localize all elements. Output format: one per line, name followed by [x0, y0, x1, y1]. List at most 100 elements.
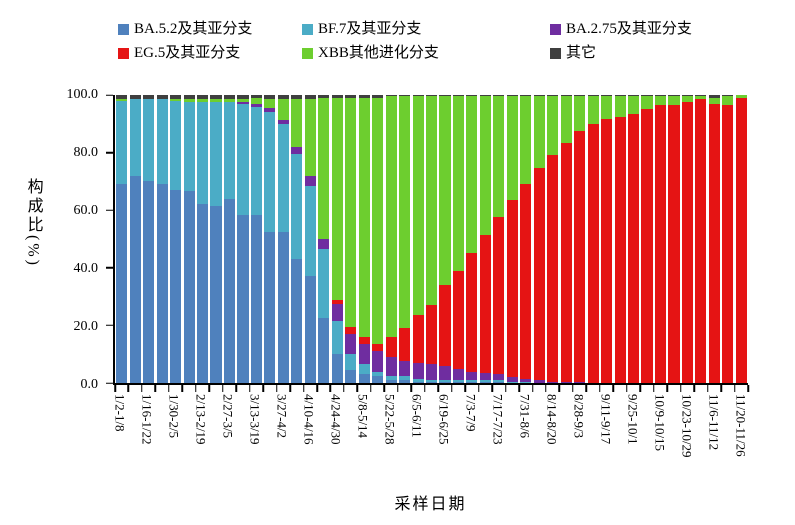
- bar-segment: [533, 380, 545, 383]
- x-tick: [221, 385, 224, 392]
- x-tick: [558, 385, 561, 392]
- bar-segment: [318, 249, 330, 319]
- bar-segment: [331, 299, 343, 304]
- x-tick: [477, 385, 480, 392]
- bar-segment: [345, 97, 357, 327]
- bar-segment: [493, 374, 505, 381]
- bar-segment: [425, 95, 438, 97]
- bar-segment: [250, 95, 262, 98]
- bar: [304, 95, 316, 383]
- legend-item: 其它: [550, 46, 692, 61]
- bar-segment: [237, 103, 249, 215]
- bar-segment: [412, 378, 424, 382]
- bar-segment: [641, 96, 653, 110]
- x-axis-label: 10/9-10/15: [652, 394, 668, 452]
- bar-segment: [452, 270, 464, 369]
- bar-segment: [318, 239, 330, 250]
- bar-segment: [412, 362, 424, 379]
- bar-segment: [681, 102, 693, 383]
- bar: [331, 95, 343, 383]
- bar: [533, 95, 545, 383]
- bar-segment: [439, 95, 451, 97]
- x-tick: [397, 385, 399, 392]
- bar: [291, 95, 303, 383]
- bar-segment: [291, 95, 303, 100]
- legend-label: EG.5及其亚分支: [134, 45, 241, 61]
- bar-segment: [681, 96, 693, 103]
- bar: [183, 95, 195, 383]
- x-tick: [720, 385, 722, 392]
- bar-segment: [452, 381, 464, 383]
- bar: [345, 95, 357, 383]
- bar-segment: [722, 105, 734, 383]
- legend-label: XBB其他进化分支: [318, 45, 439, 61]
- bar: [479, 95, 491, 383]
- bar-segment: [399, 95, 411, 97]
- bar-segment: [210, 95, 222, 100]
- bar: [654, 95, 667, 383]
- bar: [156, 95, 168, 383]
- x-tick: [302, 385, 305, 392]
- x-labels: 1/2-1/8 1/16-1/22 1/30-2/5 2/13-2/19 2/27-3/…: [112, 394, 748, 486]
- bar-segment: [520, 381, 532, 383]
- x-tick: [289, 385, 291, 392]
- bar-segment: [129, 99, 141, 176]
- y-tick: [106, 151, 113, 154]
- bar: [277, 95, 289, 383]
- bar-segment: [574, 131, 586, 382]
- x-tick: [424, 385, 426, 392]
- x-axis-label: 3/27-4/2: [274, 394, 290, 439]
- bar-segment: [466, 253, 478, 372]
- bar-segment: [223, 99, 236, 103]
- bar-segment: [452, 96, 464, 271]
- bar-segment: [277, 119, 289, 124]
- bar: [372, 95, 384, 383]
- bar-segment: [399, 361, 411, 376]
- legend: BA.5.2及其亚分支 BF.7及其亚分支 BA.2.75及其亚分支 EG.5及其亚分…: [118, 22, 692, 61]
- bar-segment: [479, 95, 491, 97]
- bar-segment: [264, 99, 276, 108]
- bar-segment: [466, 96, 478, 254]
- bar-segment: [681, 95, 693, 97]
- bar-segment: [183, 95, 195, 100]
- bar-segment: [439, 365, 451, 381]
- bar: [439, 95, 451, 383]
- bar-segment: [197, 204, 209, 383]
- bar-segment: [493, 381, 505, 383]
- x-tick: [437, 385, 439, 392]
- x-tick: [612, 385, 615, 392]
- bar-segment: [277, 99, 289, 120]
- bar-segment: [304, 175, 316, 186]
- bar-segment: [372, 95, 384, 98]
- x-axis-label: 8/14-8/20: [544, 394, 560, 445]
- y-labels: 0.0 20.0 40.0 60.0 80.0 100.0: [0, 87, 104, 392]
- bar-segment: [587, 96, 599, 124]
- bar: [399, 95, 411, 383]
- bar-segment: [372, 375, 384, 383]
- bar-segment: [358, 336, 370, 345]
- bar-segment: [250, 106, 262, 215]
- bar-segment: [654, 105, 667, 383]
- x-tick: [572, 385, 574, 392]
- x-axis-label: 4/24-4/30: [328, 394, 344, 445]
- bar-segment: [628, 96, 640, 114]
- bar-segment: [170, 99, 182, 101]
- bar-segment: [520, 96, 532, 185]
- bar-segment: [116, 99, 128, 101]
- x-axis-label: 6/19-6/25: [436, 394, 452, 445]
- x-tick: [464, 385, 466, 392]
- bar: [170, 95, 182, 383]
- x-tick: [531, 385, 534, 392]
- bar-segment: [452, 368, 464, 381]
- x-axis-label: 1/16-1/22: [139, 394, 155, 445]
- bar-segment: [170, 190, 182, 383]
- bar: [520, 95, 532, 383]
- bar-segment: [156, 99, 168, 185]
- bar-segment: [735, 95, 747, 98]
- x-axis-label: 4/10-4/16: [301, 394, 317, 445]
- y-tick: [106, 382, 113, 384]
- bar-segment: [170, 100, 182, 191]
- bar-segment: [466, 95, 478, 97]
- bar-segment: [223, 198, 236, 383]
- x-tick: [114, 385, 116, 392]
